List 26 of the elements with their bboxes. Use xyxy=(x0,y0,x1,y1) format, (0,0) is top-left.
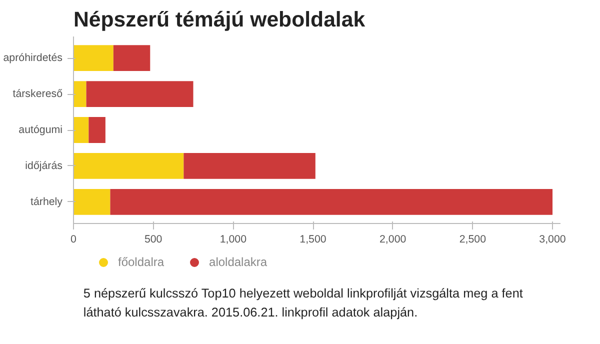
text: 5 népszerű kulcsszó Top10 helyezett weboldal linkprofilját vizsgálta meg a fent látható kulcsszavakra. 2015.06.21. linkprofil adatok alapján. xyxy=(83,286,524,320)
legend-label: aloldalakra xyxy=(209,255,268,269)
bar xyxy=(74,117,89,143)
bar xyxy=(74,153,184,179)
bar xyxy=(74,45,114,72)
bar xyxy=(88,117,106,143)
y-tick-label: apróhirdetés xyxy=(3,52,63,64)
bar xyxy=(74,81,86,107)
bar xyxy=(86,81,194,107)
bar xyxy=(184,153,316,179)
y-tick-label: időjárás xyxy=(25,160,63,172)
x-tick-label: 500 xyxy=(144,234,162,246)
y-tick-label: tárhely xyxy=(30,196,64,208)
x-tick-label: 1,500 xyxy=(300,234,326,246)
x-tick-label: 2,500 xyxy=(459,234,486,246)
x-tick-label: 3,000 xyxy=(539,234,566,246)
x-tick-label: 1,000 xyxy=(220,234,247,246)
y-tick-label: társkereső xyxy=(12,88,63,100)
bar xyxy=(74,188,110,215)
x-tick-label: 0 xyxy=(70,234,77,246)
x-tick-label: 2,000 xyxy=(380,234,406,246)
bar xyxy=(110,188,553,215)
legend-label: főoldalra xyxy=(118,255,164,269)
y-tick-label: autógumi xyxy=(18,124,63,136)
bar xyxy=(113,45,150,72)
chart-title: Népszerű témájú weboldalak xyxy=(74,8,366,32)
